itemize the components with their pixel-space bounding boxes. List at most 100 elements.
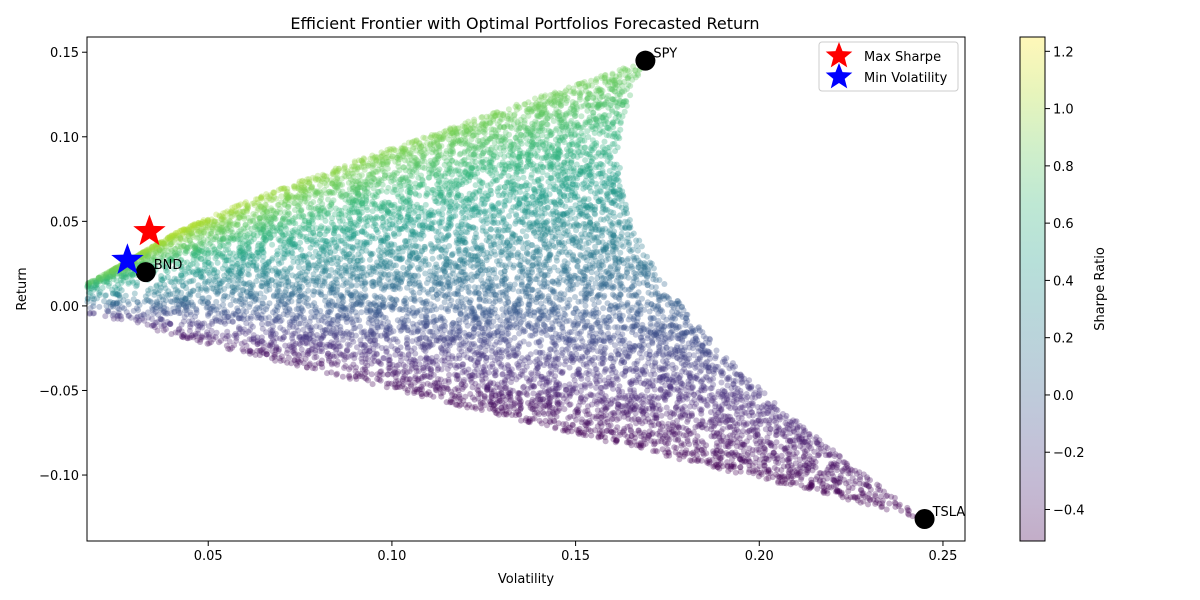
portfolio-point	[621, 395, 628, 401]
portfolio-point	[340, 336, 347, 343]
portfolio-point	[617, 120, 624, 127]
portfolio-point	[780, 427, 787, 434]
portfolio-point	[799, 440, 806, 447]
portfolio-point	[174, 287, 181, 294]
portfolio-point	[511, 302, 518, 309]
portfolio-point	[337, 327, 344, 333]
portfolio-point	[263, 197, 270, 204]
portfolio-point	[656, 277, 663, 283]
portfolio-point	[392, 336, 399, 343]
portfolio-point	[589, 178, 596, 185]
portfolio-point	[373, 226, 380, 233]
portfolio-point	[185, 264, 192, 271]
portfolio-point	[486, 285, 493, 292]
portfolio-point	[284, 270, 291, 277]
portfolio-point	[745, 455, 752, 462]
portfolio-point	[771, 455, 778, 462]
portfolio-point	[318, 195, 325, 202]
portfolio-point	[429, 255, 436, 262]
portfolio-point	[437, 313, 444, 320]
portfolio-point	[458, 348, 465, 355]
portfolio-point	[361, 229, 368, 236]
portfolio-point	[555, 217, 562, 224]
portfolio-point	[611, 283, 618, 290]
portfolio-point	[523, 233, 530, 240]
portfolio-point	[491, 212, 498, 219]
portfolio-point	[438, 253, 445, 260]
portfolio-point	[750, 428, 757, 435]
portfolio-point	[376, 376, 383, 383]
portfolio-point	[487, 187, 494, 194]
portfolio-point	[348, 315, 355, 322]
portfolio-point	[638, 334, 645, 341]
portfolio-point	[328, 306, 335, 313]
portfolio-point	[338, 237, 344, 244]
portfolio-point	[354, 276, 361, 283]
portfolio-point	[225, 267, 232, 274]
portfolio-point	[730, 461, 737, 468]
portfolio-point	[241, 312, 247, 319]
portfolio-point	[485, 369, 492, 376]
portfolio-point	[610, 82, 617, 89]
portfolio-point	[567, 215, 574, 222]
portfolio-point	[550, 288, 556, 295]
portfolio-point	[630, 387, 637, 394]
portfolio-point	[99, 276, 106, 282]
portfolio-point	[185, 244, 192, 251]
portfolio-point	[278, 259, 285, 266]
portfolio-point	[800, 454, 807, 460]
portfolio-point	[211, 218, 218, 225]
portfolio-point	[527, 129, 534, 136]
portfolio-point	[644, 335, 651, 342]
portfolio-point	[881, 488, 887, 495]
portfolio-point	[232, 330, 239, 337]
portfolio-point	[362, 366, 369, 373]
portfolio-point	[363, 247, 370, 254]
portfolio-point	[599, 355, 606, 362]
portfolio-point	[275, 201, 282, 208]
portfolio-point	[206, 333, 213, 340]
portfolio-point	[412, 141, 418, 148]
portfolio-point	[671, 431, 678, 438]
portfolio-point	[820, 484, 827, 491]
portfolio-point	[486, 119, 493, 126]
portfolio-point	[225, 221, 232, 228]
portfolio-point	[337, 292, 344, 298]
portfolio-point	[712, 355, 719, 362]
portfolio-point	[632, 74, 639, 81]
portfolio-point	[414, 160, 421, 167]
portfolio-point	[404, 340, 410, 347]
portfolio-point	[296, 313, 303, 320]
portfolio-point	[412, 358, 419, 365]
portfolio-point	[419, 393, 426, 400]
portfolio-point	[629, 323, 636, 330]
chart-title: Efficient Frontier with Optimal Portfoli…	[290, 14, 759, 33]
portfolio-point	[112, 290, 119, 297]
portfolio-point	[647, 315, 654, 322]
portfolio-point	[763, 475, 770, 482]
portfolio-point	[616, 190, 623, 197]
portfolio-point	[515, 103, 522, 110]
portfolio-point	[490, 206, 497, 213]
portfolio-point	[397, 214, 404, 221]
portfolio-point	[282, 216, 288, 223]
portfolio-point	[469, 165, 476, 172]
portfolio-point	[475, 206, 482, 213]
portfolio-point	[252, 351, 259, 358]
portfolio-point	[327, 272, 333, 279]
portfolio-point	[210, 270, 217, 277]
portfolio-point	[216, 226, 223, 233]
portfolio-point	[495, 282, 502, 289]
portfolio-point	[422, 356, 429, 363]
portfolio-point	[96, 303, 103, 310]
portfolio-point	[272, 351, 279, 358]
portfolio-point	[573, 371, 580, 378]
portfolio-point	[790, 425, 797, 432]
portfolio-point	[892, 500, 899, 507]
portfolio-point	[431, 333, 438, 340]
portfolio-point	[438, 174, 445, 180]
portfolio-point	[627, 406, 634, 413]
portfolio-point	[229, 344, 235, 351]
portfolio-point	[651, 315, 657, 322]
